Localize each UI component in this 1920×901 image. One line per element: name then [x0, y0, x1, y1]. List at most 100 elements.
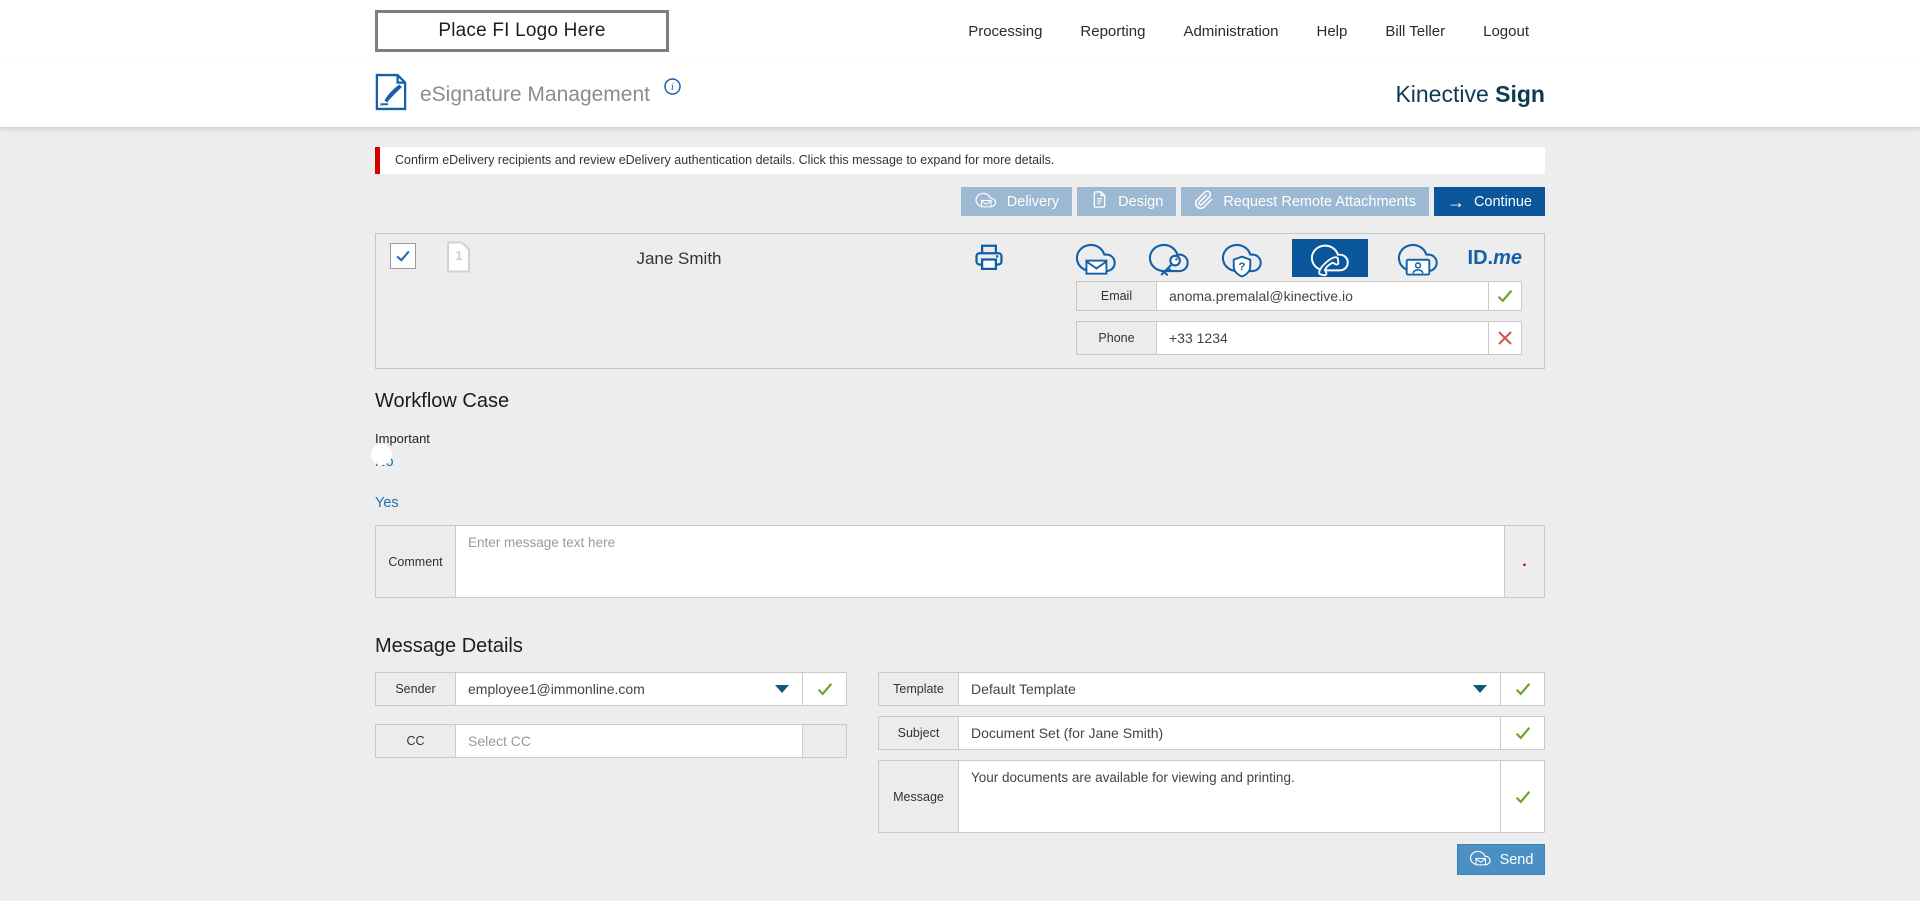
message-textarea[interactable]: Your documents are available for viewing… [959, 761, 1500, 832]
nav-logout[interactable]: Logout [1483, 22, 1529, 40]
app-title-group: x eSignature Management i [375, 73, 682, 116]
comment-field-row: Comment . [375, 525, 1545, 598]
sender-status-cell [802, 673, 846, 705]
recipient-checkbox[interactable] [390, 243, 416, 269]
comment-required-cell: . [1504, 526, 1544, 597]
phone-input[interactable] [1157, 322, 1488, 354]
main-nav: Processing Reporting Administration Help… [968, 23, 1545, 40]
idme-logo-italic: me [1493, 246, 1522, 269]
check-icon [396, 250, 410, 262]
edelivery-alert-banner[interactable]: Confirm eDelivery recipients and review … [375, 147, 1545, 174]
fi-logo-placeholder: Place FI Logo Here [375, 10, 669, 52]
option-yes-label: Yes [375, 495, 399, 511]
template-select[interactable] [959, 673, 1500, 705]
cloud-id-card-icon[interactable] [1395, 238, 1441, 278]
message-field-row: Message Your documents are available for… [878, 760, 1545, 833]
cloud-envelope-icon [974, 190, 998, 214]
email-status-cell [1488, 282, 1521, 310]
cloud-phone-icon-selected[interactable] [1291, 239, 1368, 277]
action-toolbar: Delivery Design Request [375, 187, 1545, 216]
design-button[interactable]: Design [1077, 187, 1177, 216]
cloud-shield-question-icon[interactable]: ? [1219, 238, 1265, 278]
page-title: eSignature Management [420, 82, 650, 106]
chevron-down-icon[interactable] [1473, 685, 1487, 693]
cc-field-row: CC [375, 724, 847, 758]
nav-processing[interactable]: Processing [968, 22, 1043, 40]
document-lines-icon [1090, 189, 1109, 214]
message-status-cell [1500, 761, 1544, 832]
document-count-badge: 1 [455, 248, 463, 263]
phone-status-cell [1488, 322, 1521, 354]
paperclip-icon [1194, 189, 1214, 214]
request-remote-attachments-label: Request Remote Attachments [1223, 193, 1416, 210]
continue-button-label: Continue [1473, 193, 1532, 210]
template-label: Template [879, 673, 959, 705]
send-row: Send [878, 844, 1545, 875]
comment-textarea[interactable] [456, 526, 1504, 597]
cloud-email-icon[interactable] [1073, 238, 1119, 278]
message-details-grid: Sender CC [375, 672, 1545, 875]
info-icon[interactable]: i [663, 77, 682, 101]
green-check-icon [1497, 290, 1513, 303]
email-label: Email [1077, 282, 1157, 310]
send-button[interactable]: Send [1457, 844, 1545, 875]
sender-input[interactable] [456, 673, 802, 705]
red-x-icon [1498, 331, 1512, 345]
required-marker: . [1522, 552, 1527, 570]
phone-field-row: Phone [1076, 321, 1522, 355]
brand-regular: Kinective [1395, 81, 1489, 107]
template-status-cell [1500, 673, 1544, 705]
subject-input[interactable] [959, 717, 1500, 749]
cc-status-cell [802, 725, 846, 757]
green-check-icon [1515, 790, 1530, 804]
subject-status-cell [1500, 717, 1544, 749]
design-button-label: Design [1118, 193, 1164, 210]
sender-field-row: Sender [375, 672, 847, 706]
nav-user-bill-teller[interactable]: Bill Teller [1385, 22, 1446, 40]
message-label: Message [879, 761, 959, 832]
nav-administration[interactable]: Administration [1183, 22, 1279, 40]
template-input[interactable] [959, 673, 1500, 705]
cc-input[interactable] [456, 725, 802, 757]
idme-logo-bold: ID. [1467, 246, 1494, 269]
message-details-right-column: Template Subject [878, 672, 1545, 875]
brand-bold: Sign [1495, 81, 1545, 107]
printer-icon[interactable] [974, 242, 1004, 277]
svg-text:?: ? [1238, 261, 1245, 273]
message-details-title: Message Details [375, 635, 523, 657]
nav-help[interactable]: Help [1316, 22, 1348, 40]
radio-button-icon[interactable] [371, 444, 392, 465]
message-details-left-column: Sender CC [375, 672, 847, 758]
cloud-key-icon[interactable] [1146, 238, 1192, 278]
document-count-icon: 1 [446, 241, 472, 273]
subject-field-row: Subject [878, 716, 1545, 750]
nav-reporting[interactable]: Reporting [1080, 22, 1146, 40]
delivery-button[interactable]: Delivery [960, 187, 1073, 216]
comment-label: Comment [376, 526, 456, 597]
important-field-label: Important [375, 431, 430, 446]
important-option-yes[interactable]: Yes [375, 495, 415, 511]
chevron-down-icon[interactable] [775, 685, 789, 693]
svg-text:x: x [380, 102, 383, 108]
idme-logo[interactable]: ID.me [1468, 247, 1522, 270]
subject-label: Subject [879, 717, 959, 749]
workflow-case-title: Workflow Case [375, 390, 510, 412]
continue-button[interactable]: → Continue [1433, 187, 1545, 216]
green-check-icon [1515, 683, 1530, 696]
email-input[interactable] [1157, 282, 1488, 310]
email-field-row: Email [1076, 281, 1522, 311]
important-option-no[interactable]: No [371, 444, 435, 474]
sender-select[interactable] [456, 673, 802, 705]
phone-label: Phone [1077, 322, 1157, 354]
template-field-row: Template [878, 672, 1545, 706]
alert-text: Confirm eDelivery recipients and review … [395, 153, 1055, 167]
green-check-icon [1515, 727, 1530, 740]
main-content: Confirm eDelivery recipients and review … [0, 127, 1920, 875]
recipient-name: Jane Smith [636, 249, 722, 268]
page-header: x eSignature Management i Kinective Sign [0, 62, 1920, 127]
recipient-card: 1 Jane Smith [375, 233, 1545, 369]
send-button-label: Send [1499, 851, 1534, 868]
authentication-methods: ? I [1073, 238, 1522, 278]
request-remote-attachments-button[interactable]: Request Remote Attachments [1181, 187, 1429, 216]
top-bar: Place FI Logo Here Processing Reporting … [0, 0, 1920, 62]
